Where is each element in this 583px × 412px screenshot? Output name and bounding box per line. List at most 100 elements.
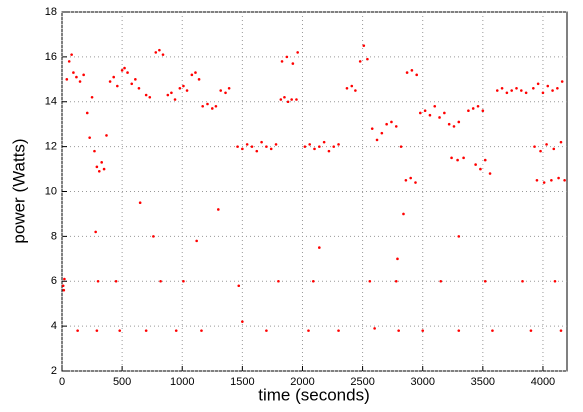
point — [182, 84, 185, 88]
y-tick-label: 16 — [45, 51, 57, 63]
point — [557, 176, 560, 180]
point — [551, 89, 554, 92]
point — [206, 102, 209, 106]
point — [318, 145, 321, 148]
point — [421, 329, 425, 332]
point — [152, 235, 155, 238]
point — [265, 329, 268, 332]
point — [345, 86, 349, 90]
point — [404, 178, 408, 182]
point — [63, 277, 66, 281]
point — [195, 239, 198, 243]
point — [479, 167, 482, 171]
point — [245, 143, 249, 146]
point — [394, 279, 398, 283]
point — [546, 84, 550, 88]
point — [375, 138, 379, 142]
point — [539, 149, 542, 153]
point — [358, 60, 362, 63]
point — [535, 178, 539, 182]
point — [260, 140, 263, 144]
point — [237, 284, 241, 288]
point — [552, 147, 556, 151]
point — [279, 98, 283, 101]
point — [452, 125, 456, 128]
point — [224, 91, 227, 95]
point — [194, 71, 197, 74]
point — [536, 82, 540, 86]
point — [399, 145, 403, 148]
point — [95, 165, 99, 169]
point — [144, 329, 148, 332]
point — [286, 100, 290, 104]
x-tick-label: 3500 — [471, 376, 495, 388]
point — [277, 279, 280, 283]
point — [144, 93, 148, 97]
point — [170, 91, 173, 95]
point — [553, 279, 557, 283]
point — [126, 71, 129, 74]
point — [219, 89, 223, 92]
point — [447, 122, 451, 126]
x-tick-label: 1000 — [170, 376, 194, 388]
point — [385, 122, 388, 126]
point — [545, 143, 548, 146]
y-tick-label: 18 — [45, 6, 57, 18]
point — [197, 78, 201, 81]
point — [373, 327, 376, 330]
point — [95, 329, 99, 332]
point — [148, 95, 152, 99]
point — [471, 107, 475, 110]
x-tick-label: 2000 — [290, 376, 314, 388]
point — [313, 147, 316, 151]
point — [322, 140, 326, 144]
point — [116, 84, 119, 88]
point — [114, 279, 118, 283]
point — [397, 329, 400, 332]
point — [182, 279, 185, 283]
point — [433, 104, 437, 108]
point — [428, 113, 432, 117]
point — [274, 143, 278, 146]
point — [161, 53, 165, 56]
point — [75, 75, 78, 79]
point — [291, 62, 295, 65]
point — [510, 89, 513, 92]
point — [85, 111, 89, 115]
point — [227, 86, 231, 90]
point — [439, 279, 443, 283]
point — [396, 257, 399, 261]
point — [491, 329, 494, 332]
point — [280, 60, 284, 63]
y-tick-label: 12 — [45, 141, 57, 153]
point — [529, 329, 533, 332]
point — [137, 86, 141, 90]
point — [158, 48, 161, 52]
point — [210, 107, 214, 110]
x-axis-label: time (seconds) — [258, 385, 369, 404]
point — [112, 75, 116, 79]
point — [450, 156, 453, 160]
point — [410, 69, 414, 72]
point — [130, 82, 134, 86]
point — [362, 44, 366, 47]
x-tick-label: 0 — [59, 376, 65, 388]
point — [82, 73, 85, 77]
point — [311, 279, 315, 283]
point — [515, 86, 518, 90]
point — [118, 329, 122, 332]
point — [415, 73, 419, 77]
point — [269, 147, 273, 151]
point — [120, 69, 124, 72]
point — [495, 89, 499, 92]
point — [173, 98, 177, 101]
point — [255, 149, 259, 153]
point — [96, 279, 100, 283]
point — [250, 145, 254, 148]
point — [72, 71, 75, 74]
y-tick-label: 10 — [45, 185, 57, 197]
x-tick-label: 500 — [113, 376, 131, 388]
point — [236, 145, 239, 148]
